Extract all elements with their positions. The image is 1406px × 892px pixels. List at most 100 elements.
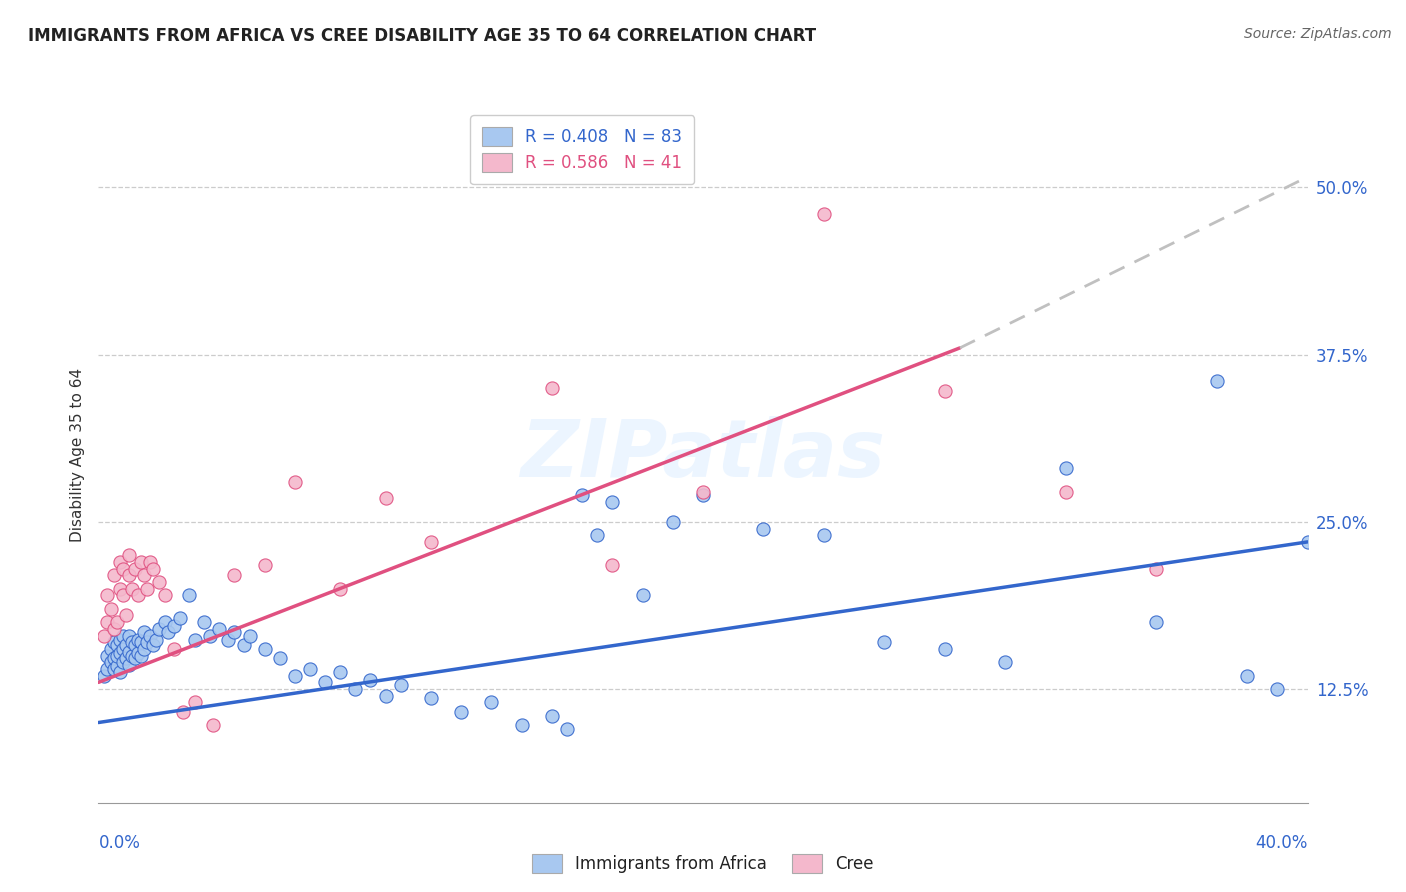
Point: [602, 558, 624, 572]
Point: [224, 624, 246, 639]
Point: [139, 555, 162, 569]
Point: [813, 528, 835, 542]
Point: [118, 568, 141, 582]
Point: [124, 638, 146, 652]
Point: [232, 638, 254, 652]
Point: [111, 655, 134, 669]
Point: [105, 648, 128, 663]
Point: [103, 635, 125, 649]
Point: [127, 646, 149, 660]
Text: ZIPatlas: ZIPatlas: [520, 416, 886, 494]
Point: [96, 662, 118, 676]
Point: [121, 582, 143, 596]
Point: [873, 635, 896, 649]
Point: [184, 632, 207, 647]
Point: [132, 568, 155, 582]
Point: [93, 628, 115, 642]
Point: [269, 651, 291, 665]
Point: [692, 485, 714, 500]
Point: [934, 642, 956, 657]
Point: [419, 535, 441, 549]
Text: 40.0%: 40.0%: [1256, 834, 1308, 852]
Point: [108, 555, 131, 569]
Point: [103, 568, 125, 582]
Point: [284, 669, 307, 683]
Point: [163, 619, 186, 633]
Point: [752, 521, 775, 535]
Point: [217, 632, 239, 647]
Point: [934, 384, 956, 398]
Point: [145, 632, 167, 647]
Point: [692, 488, 714, 502]
Point: [299, 662, 322, 676]
Point: [631, 589, 654, 603]
Text: Source: ZipAtlas.com: Source: ZipAtlas.com: [1244, 27, 1392, 41]
Point: [571, 488, 593, 502]
Point: [124, 562, 146, 576]
Point: [118, 658, 141, 673]
Point: [202, 718, 225, 732]
Point: [540, 381, 562, 395]
Point: [374, 491, 396, 505]
Point: [284, 475, 307, 489]
Point: [135, 635, 157, 649]
Point: [419, 691, 441, 706]
Point: [1206, 375, 1229, 389]
Point: [142, 562, 165, 576]
Point: [135, 582, 157, 596]
Text: IMMIGRANTS FROM AFRICA VS CREE DISABILITY AGE 35 TO 64 CORRELATION CHART: IMMIGRANTS FROM AFRICA VS CREE DISABILIT…: [28, 27, 817, 45]
Point: [153, 589, 176, 603]
Point: [100, 655, 122, 669]
Point: [1144, 615, 1167, 630]
Point: [224, 568, 246, 582]
Point: [193, 615, 215, 630]
Point: [108, 632, 131, 647]
Point: [1236, 669, 1258, 683]
Point: [124, 651, 146, 665]
Point: [329, 582, 352, 596]
Point: [118, 644, 141, 658]
Point: [105, 615, 128, 630]
Point: [127, 589, 149, 603]
Point: [129, 555, 152, 569]
Point: [111, 642, 134, 657]
Point: [103, 622, 125, 636]
Point: [481, 696, 503, 710]
Point: [184, 696, 207, 710]
Point: [314, 675, 336, 690]
Point: [148, 622, 170, 636]
Point: [121, 648, 143, 663]
Point: [239, 628, 262, 642]
Point: [510, 718, 533, 732]
Point: [1296, 535, 1319, 549]
Point: [1144, 562, 1167, 576]
Point: [153, 615, 176, 630]
Point: [127, 632, 149, 647]
Point: [96, 648, 118, 663]
Point: [96, 589, 118, 603]
Point: [93, 669, 115, 683]
Point: [111, 562, 134, 576]
Point: [156, 624, 179, 639]
Point: [103, 662, 125, 676]
Point: [994, 655, 1017, 669]
Text: 0.0%: 0.0%: [98, 834, 141, 852]
Point: [111, 589, 134, 603]
Point: [100, 642, 122, 657]
Point: [450, 705, 472, 719]
Point: [111, 628, 134, 642]
Point: [177, 589, 201, 603]
Point: [139, 628, 162, 642]
Point: [129, 648, 152, 663]
Point: [129, 635, 152, 649]
Point: [108, 646, 131, 660]
Point: [253, 642, 276, 657]
Point: [118, 628, 141, 642]
Point: [121, 635, 143, 649]
Point: [661, 515, 683, 529]
Point: [586, 528, 609, 542]
Point: [114, 651, 136, 665]
Point: [132, 624, 155, 639]
Point: [555, 723, 578, 737]
Point: [602, 494, 624, 508]
